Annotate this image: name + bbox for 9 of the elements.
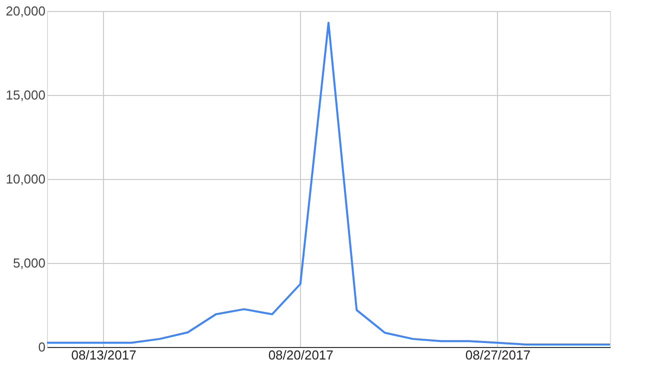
y-tick-label: 0 xyxy=(38,340,46,354)
y-tick-label: 10,000 xyxy=(6,172,46,186)
y-tick-label: 5,000 xyxy=(12,256,46,270)
y-tick-label: 15,000 xyxy=(6,88,46,102)
y-tick-label: 20,000 xyxy=(6,4,46,18)
x-tick-label: 08/20/2017 xyxy=(268,348,334,362)
x-tick-label: 08/27/2017 xyxy=(465,348,530,362)
x-tick-label: 08/13/2017 xyxy=(71,348,136,362)
line-series xyxy=(46,22,611,346)
